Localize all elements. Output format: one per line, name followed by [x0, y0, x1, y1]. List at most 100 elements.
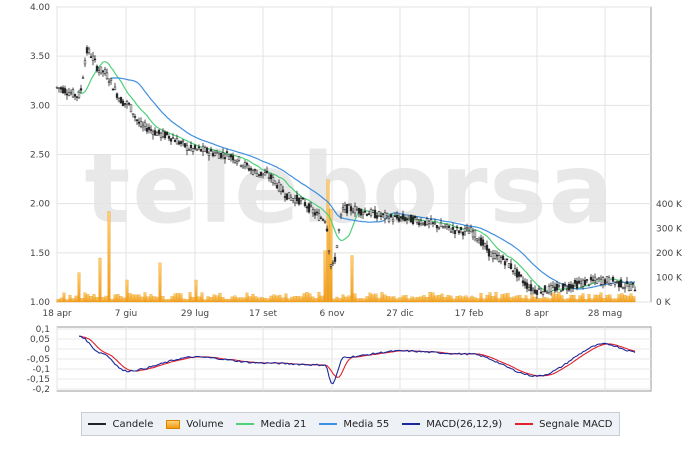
- x-tick-label: 7 giu: [115, 309, 138, 319]
- candle-body: [613, 282, 617, 285]
- volume-bar: [608, 294, 612, 303]
- candle-body: [483, 243, 487, 247]
- candle-body: [93, 58, 97, 61]
- candle-body: [531, 288, 535, 291]
- candle-body: [151, 131, 155, 135]
- watermark-logo: teleborsa: [85, 133, 616, 245]
- candlesticks: [55, 45, 637, 299]
- price-tick-label: 4.00: [30, 3, 50, 13]
- candle-body: [491, 253, 495, 260]
- volume-bar: [80, 298, 84, 303]
- volume-bar: [335, 296, 339, 303]
- candle-body: [423, 220, 427, 226]
- candle-body: [235, 161, 239, 164]
- candle-body: [465, 227, 469, 229]
- candle-body: [55, 86, 59, 89]
- volume-bar: [212, 294, 216, 303]
- x-tick-label: 17 feb: [455, 309, 484, 319]
- x-tick-label: 8 apr: [525, 309, 549, 319]
- candle-body: [591, 279, 595, 282]
- candle-body: [261, 173, 265, 175]
- legend-label: Candele: [112, 418, 154, 430]
- x-tick-label: 17 set: [249, 309, 278, 319]
- candle-body: [225, 151, 229, 153]
- volume-bar: [512, 296, 516, 303]
- candle-body: [427, 221, 431, 224]
- candle-body: [87, 48, 91, 53]
- candle-body: [563, 283, 567, 286]
- volume-bar: [326, 179, 330, 303]
- volume-bar: [410, 296, 414, 303]
- candle-body: [123, 103, 127, 105]
- candle-body: [305, 206, 309, 209]
- candle-body: [283, 196, 287, 198]
- candle-body: [521, 280, 525, 284]
- candle-body: [289, 196, 293, 201]
- candle-body: [601, 277, 605, 285]
- candle-body: [509, 263, 513, 270]
- candle-body: [139, 121, 143, 127]
- volume-tick-label: 400 K: [656, 200, 683, 210]
- candle-body: [539, 291, 543, 294]
- volume-bar: [197, 296, 201, 303]
- macd-tick-label: -0,2: [32, 385, 50, 395]
- candle-body: [511, 270, 515, 272]
- volume-bar: [392, 296, 396, 303]
- volume-bar: [209, 297, 213, 303]
- candle-body: [361, 212, 365, 215]
- legend-label: Media 55: [343, 418, 390, 430]
- candle-body: [587, 283, 591, 286]
- candle-body: [267, 177, 271, 179]
- candle-body: [325, 228, 329, 232]
- volume-bar: [341, 294, 345, 303]
- volume-bar: [593, 294, 597, 303]
- candle-body: [351, 211, 355, 214]
- volume-bar: [164, 299, 168, 303]
- volume-bar: [539, 298, 543, 303]
- volume-bar: [305, 292, 309, 303]
- candle-body: [501, 255, 505, 260]
- volume-bar: [59, 297, 63, 303]
- volume-bar: [482, 298, 486, 303]
- candle-body: [547, 285, 551, 293]
- candle-body: [191, 148, 195, 152]
- x-tick-label: 28 mag: [588, 309, 622, 319]
- candle-body: [175, 138, 179, 145]
- volume-bar: [200, 292, 204, 303]
- candle-body: [273, 180, 277, 184]
- candle-body: [75, 96, 79, 98]
- macd-tick-label: -0,1: [32, 365, 50, 375]
- candle-body: [189, 144, 193, 149]
- candle-body: [373, 209, 377, 219]
- volume-bar: [368, 292, 372, 303]
- candle-body: [249, 168, 253, 171]
- volume-bar: [299, 296, 303, 303]
- candle-body: [533, 289, 537, 294]
- candle-body: [431, 222, 435, 224]
- volume-bar: [584, 298, 588, 303]
- candle-body: [401, 214, 405, 220]
- volume-bar: [266, 298, 270, 303]
- candle-body: [331, 262, 335, 264]
- candle-body: [313, 212, 317, 216]
- legend-item-media55: Media 55: [319, 419, 389, 430]
- volume-bar: [491, 296, 495, 303]
- volume-bar: [338, 298, 342, 303]
- volume-bar: [281, 297, 285, 303]
- volume-bar: [569, 294, 573, 303]
- candle-body: [527, 287, 531, 291]
- candle-body: [529, 284, 533, 292]
- volume-bar: [557, 292, 561, 303]
- candle-body: [127, 103, 131, 105]
- candle-body: [555, 283, 559, 290]
- candle-body: [193, 145, 197, 149]
- volume-bar: [578, 295, 582, 303]
- candle-body: [449, 230, 453, 233]
- candle-body: [389, 214, 393, 218]
- volume-bar: [278, 294, 282, 303]
- x-tick-label: 6 nov: [319, 309, 345, 319]
- candle-body: [589, 276, 593, 281]
- volume-bar: [497, 298, 501, 303]
- candle-body: [137, 121, 141, 124]
- legend-item-volume: Volume: [166, 419, 224, 430]
